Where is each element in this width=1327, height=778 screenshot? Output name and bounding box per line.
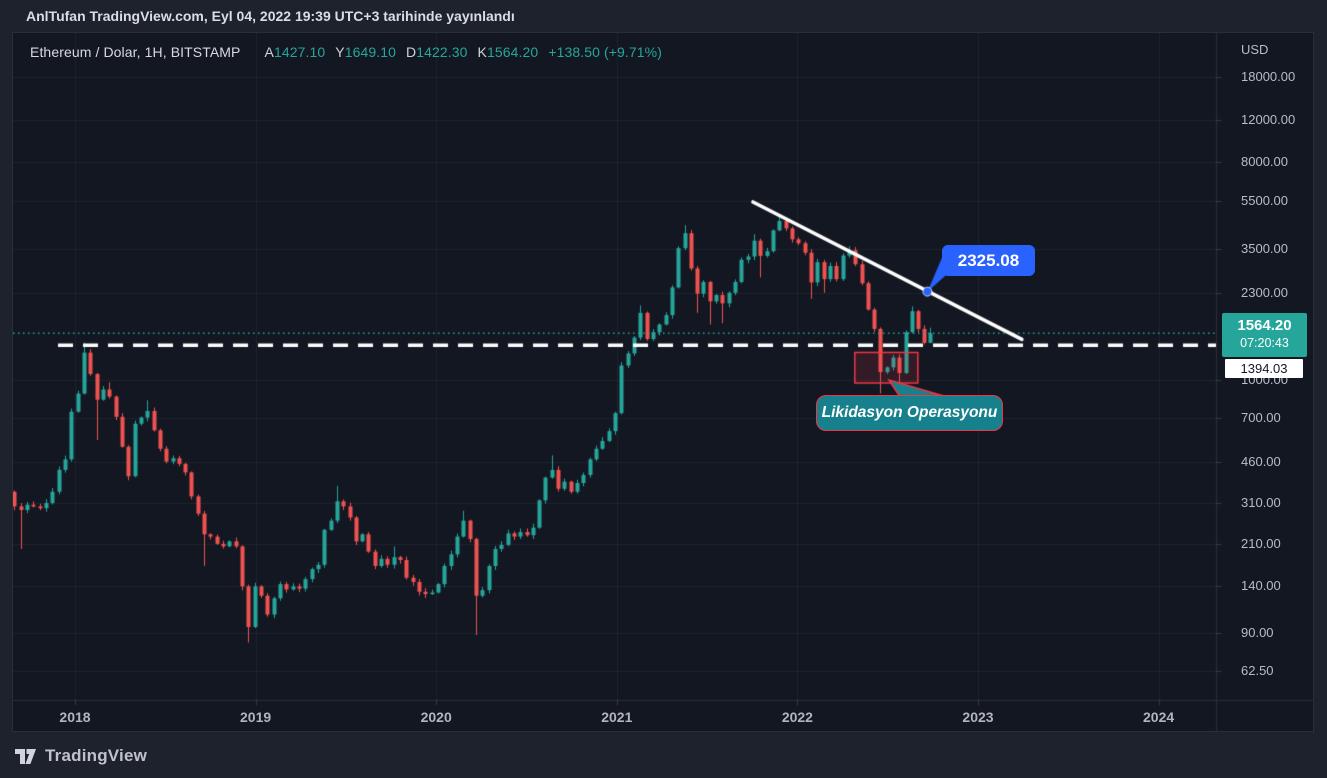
year-tick-label: 2020 [420, 709, 452, 725]
year-tick-label: 2022 [781, 709, 813, 725]
price-axis[interactable]: USD 1564.20 07:20:43 1394.03 18000.00 120… [1216, 33, 1313, 700]
current-price-value: 1564.20 [1237, 317, 1292, 334]
tradingview-logo-icon [15, 748, 36, 764]
trendline-price-label: 2325.08 [957, 250, 1020, 270]
bar-countdown: 07:20:43 [1240, 336, 1289, 350]
price-tick-label: 210.00 [1241, 535, 1281, 551]
ohlc-letter: D [406, 44, 417, 60]
price-tick-label: 8000.00 [1241, 154, 1288, 170]
tradingview-attribution[interactable]: TradingView [14, 742, 147, 770]
price-tick-label: 62.50 [1241, 662, 1274, 678]
ohlc-value: 1564.20 [487, 44, 539, 60]
year-tick-label: 2019 [240, 709, 272, 725]
ohlc-value: 1422.30 [416, 44, 468, 60]
liquidation-callout[interactable]: Likidasyon Operasyonu [816, 395, 1003, 431]
year-tick-label: 2021 [601, 709, 633, 725]
price-tick-label: 90.00 [1241, 624, 1274, 640]
symbol-title: Ethereum / Dolar, 1H, BITSTAMP [30, 44, 241, 60]
price-axis-unit: USD [1241, 42, 1269, 57]
candlestick-chart-canvas[interactable] [13, 33, 1313, 731]
chart-window: Ethereum / Dolar, 1H, BITSTAMP A1427.10 Y1… [12, 32, 1314, 732]
ohlc-values: A1427.10 Y1649.10 D1422.30 K1564.20 [254, 44, 538, 60]
price-tick-label: 310.00 [1241, 494, 1281, 510]
price-tick-label: 5500.00 [1241, 193, 1288, 209]
year-tick-label: 2023 [962, 709, 994, 725]
dashed-line-price-badge: 1394.03 [1225, 359, 1303, 378]
published-text: AnlTufan TradingView.com, Eyl 04, 2022 1… [26, 8, 515, 24]
liquidation-label: Likidasyon Operasyonu [821, 404, 998, 421]
trendline-price-callout[interactable]: 2325.08 [942, 245, 1035, 276]
year-tick-label: 2024 [1143, 709, 1175, 725]
tradingview-brand-text: TradingView [45, 746, 148, 765]
symbol-legend: Ethereum / Dolar, 1H, BITSTAMP A1427.10 Y1… [30, 44, 662, 60]
price-tick-label: 460.00 [1241, 453, 1281, 469]
current-price-badge: 1564.20 07:20:43 [1222, 313, 1307, 357]
price-tick-label: 18000.00 [1241, 69, 1296, 84]
year-tick-label: 2018 [59, 709, 91, 725]
ohlc-value: 1427.10 [273, 44, 326, 60]
ohlc-value: 1649.10 [344, 44, 397, 60]
time-axis[interactable]: 2018 2019 2020 2021 2022 2023 2024 [13, 700, 1313, 731]
ohlc-letter: K [477, 44, 487, 60]
price-tick-label: 140.00 [1241, 578, 1281, 594]
ohlc-letter: A [264, 44, 274, 60]
price-tick-label: 3500.00 [1241, 240, 1288, 256]
price-tick-label: 700.00 [1241, 409, 1281, 425]
ohlc-letter: Y [335, 44, 345, 60]
change-value: +138.50 (+9.71%) [548, 44, 662, 60]
published-bar: AnlTufan TradingView.com, Eyl 04, 2022 1… [0, 0, 1327, 32]
price-tick-label: 2300.00 [1241, 284, 1288, 300]
price-tick-label: 12000.00 [1241, 111, 1296, 127]
